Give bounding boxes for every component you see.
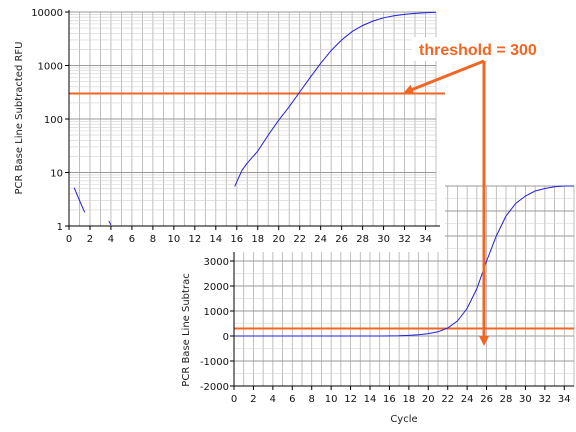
log-y-tick-label: 1 bbox=[57, 222, 63, 233]
log-x-tick-label: 4 bbox=[108, 234, 114, 245]
log-x-tick-label: 10 bbox=[167, 234, 180, 245]
linear-y-tick-label: -1000 bbox=[200, 357, 229, 368]
linear-x-tick-label: 22 bbox=[441, 394, 454, 405]
log-x-tick-label: 8 bbox=[150, 234, 156, 245]
log-series-line bbox=[234, 11, 437, 187]
linear-x-tick-label: 24 bbox=[461, 394, 474, 405]
log-series-line bbox=[73, 187, 86, 213]
linear-x-tick-label: 14 bbox=[364, 394, 377, 405]
linear-x-tick-label: 6 bbox=[289, 394, 295, 405]
linear-x-axis-label: Cycle bbox=[390, 414, 417, 425]
linear-x-tick-label: 20 bbox=[422, 394, 435, 405]
log-x-tick-label: 26 bbox=[335, 234, 348, 245]
log-x-tick-labels: 0 2 4 6 8 10 12 14 16 18 20 22 24 26 28 30 32 34 bbox=[66, 234, 432, 245]
log-chart-grid bbox=[68, 11, 437, 227]
linear-y-tick-label: 3000 bbox=[204, 257, 229, 268]
linear-x-tick-label: 18 bbox=[402, 394, 415, 405]
linear-x-tick-label: 34 bbox=[558, 394, 571, 405]
log-x-tick-label: 34 bbox=[419, 234, 432, 245]
log-x-tick-label: 30 bbox=[377, 234, 390, 245]
log-x-tick-label: 16 bbox=[230, 234, 243, 245]
log-chart-axes bbox=[65, 10, 440, 230]
arrow-to-log-threshold bbox=[403, 59, 485, 95]
annotation-background bbox=[412, 37, 554, 61]
log-y-tick-label: 100 bbox=[44, 115, 63, 126]
log-chart: 0 2 4 6 8 10 12 14 16 18 20 22 24 26 28 30 32 34 11010010… bbox=[0, 0, 445, 252]
log-chart-background bbox=[0, 0, 445, 252]
log-y-tick-labels: 1 10 100 1000 10000 bbox=[31, 8, 63, 233]
linear-x-tick-label: 26 bbox=[480, 394, 493, 405]
linear-y-axis-label: PCR Base Line Subtrac bbox=[181, 273, 192, 386]
linear-x-tick-label: 30 bbox=[519, 394, 532, 405]
linear-x-tick-label: 32 bbox=[538, 394, 551, 405]
log-series bbox=[73, 11, 437, 226]
log-x-tick-label: 22 bbox=[293, 234, 306, 245]
linear-x-tick-label: 8 bbox=[309, 394, 315, 405]
linear-x-tick-label: 12 bbox=[344, 394, 357, 405]
linear-y-tick-label: -2000 bbox=[200, 382, 229, 393]
linear-x-tick-label: 16 bbox=[383, 394, 396, 405]
log-y-tick-label: 1000 bbox=[38, 62, 63, 73]
log-x-tick-label: 20 bbox=[272, 234, 285, 245]
log-x-tick-label: 6 bbox=[129, 234, 135, 245]
log-x-tick-label: 14 bbox=[209, 234, 222, 245]
linear-y-tick-label: 2000 bbox=[204, 282, 229, 293]
log-x-tick-label: 28 bbox=[356, 234, 369, 245]
linear-series-line bbox=[234, 185, 574, 337]
linear-y-tick-label: 0 bbox=[223, 332, 229, 343]
linear-x-tick-label: 28 bbox=[500, 394, 513, 405]
log-series-line bbox=[108, 220, 112, 226]
linear-x-tick-label: 10 bbox=[325, 394, 338, 405]
log-x-tick-label: 2 bbox=[87, 234, 93, 245]
log-x-tick-label: 24 bbox=[314, 234, 327, 245]
log-y-tick-label: 10 bbox=[50, 169, 63, 180]
log-x-tick-label: 0 bbox=[66, 234, 72, 245]
linear-x-tick-label: 2 bbox=[250, 394, 256, 405]
linear-x-tick-labels: 0 2 4 6 8 10 12 14 16 18 20 22 24 26 28 30 32 34 bbox=[231, 394, 571, 405]
log-y-tick-label: 10000 bbox=[31, 8, 63, 19]
linear-y-tick-label: 1000 bbox=[204, 307, 229, 318]
linear-series bbox=[234, 185, 574, 337]
linear-x-tick-label: 4 bbox=[270, 394, 276, 405]
annotation-text: threshold = 300 bbox=[419, 42, 537, 59]
log-y-axis-label: PCR Base Line Subtracted RFU bbox=[14, 42, 25, 195]
linear-x-tick-label: 0 bbox=[231, 394, 237, 405]
log-x-tick-label: 12 bbox=[188, 234, 201, 245]
threshold-annotation: threshold = 300 bbox=[403, 37, 554, 346]
log-x-tick-label: 32 bbox=[398, 234, 411, 245]
log-x-tick-label: 18 bbox=[251, 234, 264, 245]
